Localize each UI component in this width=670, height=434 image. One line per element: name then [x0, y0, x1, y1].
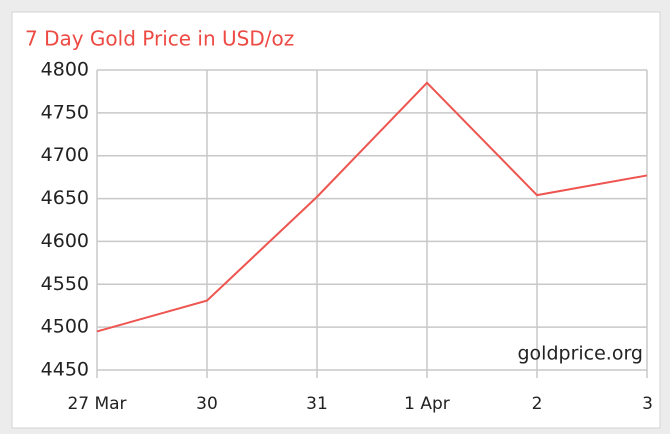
x-tick-label: 1 Apr: [404, 394, 450, 414]
x-tick-label: 3: [642, 394, 653, 414]
x-tick-label: 27 Mar: [67, 394, 126, 414]
y-tick-label: 4550: [41, 273, 89, 295]
panel: [11, 11, 661, 429]
annotation: goldprice.org: [517, 343, 643, 365]
y-tick-label: 4650: [41, 187, 89, 209]
x-tick-label: 31: [306, 394, 328, 414]
y-tick-label: 4500: [41, 316, 89, 338]
y-tick-label: 4700: [41, 144, 89, 166]
x-tick-label: 2: [532, 394, 543, 414]
y-tick-label: 4750: [41, 101, 89, 123]
chart-title: 7 Day Gold Price in USD/oz: [25, 27, 294, 51]
x-tick-label: 30: [196, 394, 218, 414]
y-tick-label: 4800: [41, 59, 89, 81]
y-tick-label: 4450: [41, 359, 89, 381]
price-line: [96, 81, 648, 333]
y-tick-label: 4600: [41, 230, 89, 252]
